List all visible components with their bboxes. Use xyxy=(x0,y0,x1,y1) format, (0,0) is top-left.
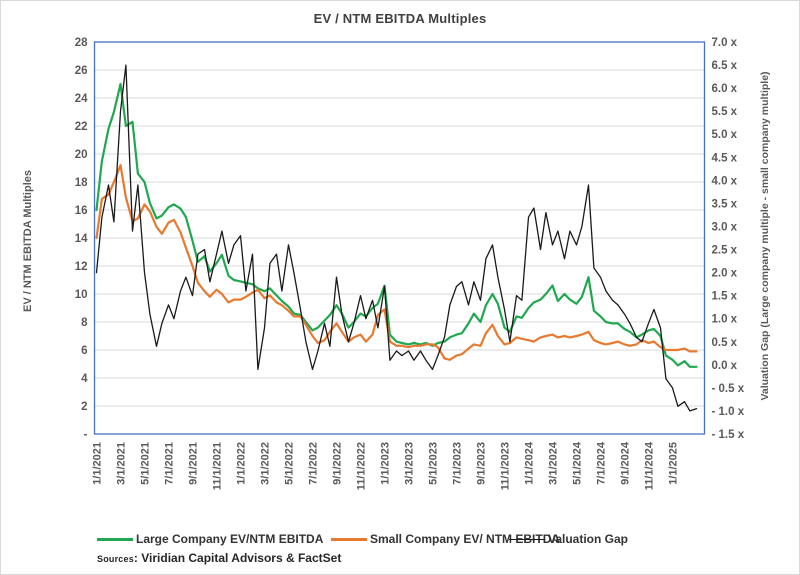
left-axis-tick: 26 xyxy=(75,65,88,77)
x-axis-tick: 9/1/2022 xyxy=(332,442,344,485)
right-axis-tick: 7.0 x xyxy=(712,37,738,49)
right-axis-tick: 0.5 x xyxy=(712,337,738,349)
series-line-large-company xyxy=(95,82,698,368)
legend-item-valuation-gap: Valuation Gap xyxy=(509,532,628,546)
left-axis-tick: 28 xyxy=(75,37,88,49)
left-axis-tick: 2 xyxy=(81,401,87,413)
sources-note: Sources: Viridian Capital Advisors & Fac… xyxy=(97,549,341,567)
right-axis-tick: 1.0 x xyxy=(712,314,738,326)
x-axis-tick: 5/1/2023 xyxy=(428,442,440,485)
x-axis-tick: 3/1/2023 xyxy=(404,442,416,485)
left-axis-tick: 14 xyxy=(75,233,88,245)
x-axis-tick: 11/1/2022 xyxy=(356,442,368,490)
x-axis-tick: 1/1/2025 xyxy=(668,442,680,485)
right-axis-tick: 6.5 x xyxy=(712,60,738,72)
left-axis-tick: 4 xyxy=(81,373,88,385)
right-axis-tick: 5.5 x xyxy=(712,106,738,118)
x-axis-tick: 1/1/2022 xyxy=(236,442,248,485)
x-axis-tick: 7/1/2024 xyxy=(596,441,608,485)
right-axis-tick: 1.5 x xyxy=(712,291,738,303)
x-axis-tick: 5/1/2024 xyxy=(572,441,584,485)
right-axis-tick: 4.5 x xyxy=(712,152,738,164)
left-axis-tick: - xyxy=(84,429,88,441)
x-axis-tick: 7/1/2023 xyxy=(452,442,464,485)
x-axis-tick: 7/1/2021 xyxy=(164,442,176,485)
x-axis-tick: 11/1/2021 xyxy=(212,442,224,490)
right-axis-tick: 2.0 x xyxy=(712,268,738,280)
right-axis-tick: - 1.5 x xyxy=(712,429,745,441)
series-line-valuation-gap xyxy=(95,64,698,412)
left-axis-tick: 18 xyxy=(75,177,88,189)
legend-label: Large Company EV/NTM EBITDA xyxy=(136,532,324,546)
left-axis-tick: 20 xyxy=(75,149,88,161)
series-line-small-company xyxy=(95,164,698,361)
x-axis-tick: 7/1/2022 xyxy=(308,442,320,485)
left-axis-tick: 24 xyxy=(75,93,88,105)
left-axis-tick: 22 xyxy=(75,121,88,133)
x-axis-tick: 11/1/2023 xyxy=(500,442,512,490)
right-axis-tick: 3.5 x xyxy=(712,198,738,210)
small-company-line-swatch xyxy=(331,537,367,541)
right-axis-tick: - 0.5 x xyxy=(712,383,745,395)
left-axis-title: EV / NTM EBITDA Multiples xyxy=(22,170,34,312)
x-axis-tick: 11/1/2024 xyxy=(644,441,656,490)
right-axis-tick: - 1.0 x xyxy=(712,406,745,418)
valuation-gap-line-swatch xyxy=(509,538,545,540)
x-axis-tick: 5/1/2022 xyxy=(284,442,296,485)
right-axis-tick: 4.0 x xyxy=(712,175,738,187)
left-axis-tick: 12 xyxy=(75,261,88,273)
right-axis-title: Valuation Gap (Large company multiple - … xyxy=(759,71,771,401)
right-axis-tick: 5.0 x xyxy=(712,129,738,141)
x-axis-tick: 1/1/2024 xyxy=(524,441,536,485)
x-axis-tick: 3/1/2024 xyxy=(548,441,560,485)
plot-border xyxy=(93,41,706,435)
right-axis-tick: 6.0 x xyxy=(712,83,738,95)
x-axis-tick: 9/1/2023 xyxy=(476,442,488,485)
left-axis-tick: 6 xyxy=(81,345,87,357)
x-axis-tick: 9/1/2021 xyxy=(188,442,200,485)
legend-label: Valuation Gap xyxy=(548,532,629,546)
x-axis-tick: 1/1/2023 xyxy=(380,442,392,485)
chart-title: EV / NTM EBITDA Multiples xyxy=(313,11,487,26)
right-axis-tick: 0.0 x xyxy=(712,360,738,372)
left-axis-tick: 10 xyxy=(75,289,88,301)
left-axis-tick: 8 xyxy=(81,317,88,329)
right-axis-tick: 3.0 x xyxy=(712,221,738,233)
x-axis-tick: 3/1/2022 xyxy=(260,442,272,485)
legend-item-small-company: Small Company EV/ NTM EBITDA xyxy=(331,532,560,546)
x-axis-tick: 9/1/2024 xyxy=(620,441,632,485)
left-axis-tick: 16 xyxy=(75,205,88,217)
legend-label: Small Company EV/ NTM EBITDA xyxy=(370,532,561,546)
right-axis-tick: 2.5 x xyxy=(712,245,738,257)
x-axis-tick: 3/1/2021 xyxy=(116,442,128,485)
x-axis-tick: 1/1/2021 xyxy=(92,442,104,485)
legend-item-large-company: Large Company EV/NTM EBITDA xyxy=(97,532,323,546)
sources-prefix: Sources xyxy=(97,554,134,564)
large-company-line-swatch xyxy=(97,537,133,541)
x-axis-tick: 5/1/2021 xyxy=(140,442,152,485)
sources-text: : Viridian Capital Advisors & FactSet xyxy=(133,551,342,565)
